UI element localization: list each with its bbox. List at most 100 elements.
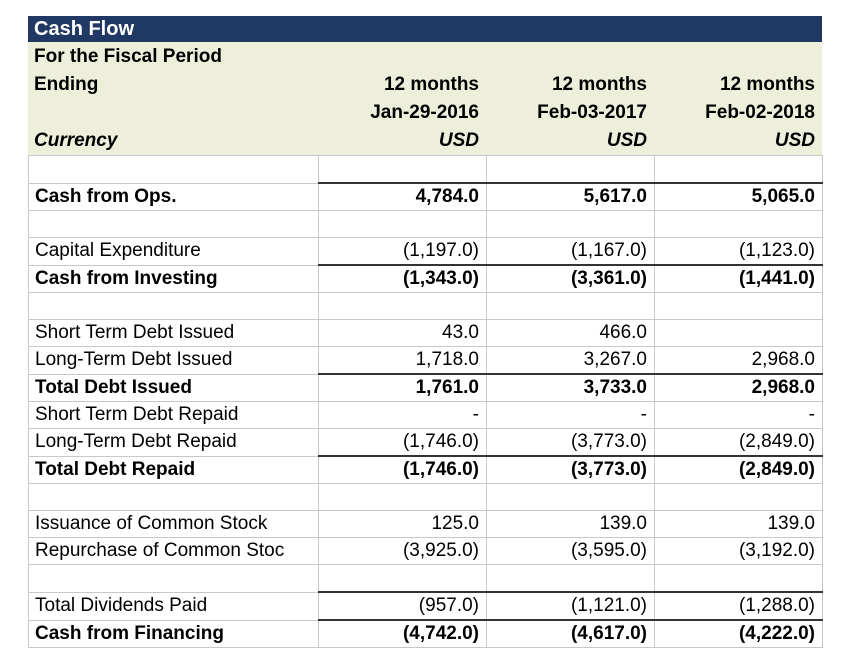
period-end-date-col3: Feb-02-2018: [705, 102, 815, 123]
row-label: Cash from Investing: [28, 265, 319, 293]
title-bar: Cash Flow: [28, 16, 822, 42]
value-cell: (3,773.0): [486, 455, 655, 484]
value-cell: [318, 292, 487, 320]
currency-label: Currency: [34, 130, 118, 151]
row-label: Short Term Debt Repaid: [28, 401, 319, 429]
value-cell: [486, 483, 655, 511]
value-cell: (4,222.0): [654, 619, 823, 648]
value-cell: (1,121.0): [486, 591, 655, 621]
currency-value-col2: USD: [606, 130, 647, 151]
value-cell: [486, 155, 655, 184]
period-end-date-col1: Jan-29-2016: [370, 102, 479, 123]
row-label: Long-Term Debt Issued: [28, 346, 319, 375]
value-cell: 2,968.0: [654, 346, 823, 375]
value-cell: 3,733.0: [486, 373, 655, 402]
table-row-long-term-debt-issued: Long-Term Debt Issued 1,718.0 3,267.0 2,…: [28, 346, 823, 375]
value-cell: [318, 564, 487, 593]
row-label: Total Debt Repaid: [28, 456, 319, 484]
row-label: Short Term Debt Issued: [28, 319, 319, 347]
value-cell: 4,784.0: [318, 182, 487, 211]
table-row-repurchase-of-common-stock: Repurchase of Common Stoc (3,925.0) (3,5…: [28, 537, 823, 565]
value-cell: 3,267.0: [486, 346, 655, 375]
value-cell: 466.0: [486, 319, 655, 347]
value-cell: -: [318, 401, 487, 429]
value-cell: (1,288.0): [654, 591, 823, 621]
value-cell: [654, 210, 823, 238]
row-label: Cash from Financing: [28, 620, 319, 648]
value-cell: [318, 210, 487, 238]
period-duration-col2: 12 months: [551, 74, 647, 95]
period-duration-col1: 12 months: [383, 74, 479, 95]
fiscal-period-label-line1: For the Fiscal Period: [34, 46, 222, 67]
value-cell: (3,361.0): [486, 264, 655, 293]
value-cell: -: [486, 401, 655, 429]
table-row-blank: [28, 155, 823, 184]
value-cell: (4,617.0): [486, 619, 655, 648]
period-duration-col3: 12 months: [719, 74, 815, 95]
value-cell: (1,197.0): [318, 237, 487, 266]
value-cell: 139.0: [654, 510, 823, 538]
value-cell: 5,065.0: [654, 182, 823, 211]
row-label: Issuance of Common Stock: [28, 510, 319, 538]
value-cell: (1,746.0): [318, 455, 487, 484]
report-sheet: Cash Flow For the Fiscal Period Ending 1…: [28, 16, 823, 648]
value-cell: -: [654, 401, 823, 429]
value-cell: (1,167.0): [486, 237, 655, 266]
table-row-cash-from-financing: Cash from Financing (4,742.0) (4,617.0) …: [28, 619, 823, 648]
value-cell: (3,192.0): [654, 537, 823, 565]
header-row-dates: Jan-29-2016 Feb-03-2017 Feb-02-2018: [28, 99, 822, 127]
value-cell: (1,123.0): [654, 237, 823, 266]
table-row-blank: [28, 292, 823, 320]
fiscal-period-label-line2: Ending: [34, 74, 99, 95]
value-cell: 125.0: [318, 510, 487, 538]
value-cell: 1,718.0: [318, 346, 487, 375]
table-row-long-term-debt-repaid: Long-Term Debt Repaid (1,746.0) (3,773.0…: [28, 428, 823, 457]
cash-flow-table: Cash from Ops. 4,784.0 5,617.0 5,065.0 C…: [28, 155, 823, 648]
table-row-capital-expenditure: Capital Expenditure (1,197.0) (1,167.0) …: [28, 237, 823, 266]
table-row-short-term-debt-issued: Short Term Debt Issued 43.0 466.0: [28, 319, 823, 347]
value-cell: [654, 319, 823, 347]
value-cell: [654, 155, 823, 184]
value-cell: (2,849.0): [654, 428, 823, 457]
table-row-blank: [28, 483, 823, 511]
table-row-issuance-of-common-stock: Issuance of Common Stock 125.0 139.0 139…: [28, 510, 823, 538]
value-cell: [318, 483, 487, 511]
row-label: [28, 483, 319, 511]
row-label: Total Debt Issued: [28, 374, 319, 402]
header-spacer: [318, 43, 486, 71]
header-row-fiscal-1: For the Fiscal Period: [28, 43, 822, 71]
value-cell: [318, 155, 487, 184]
value-cell: (957.0): [318, 591, 487, 621]
row-label: [28, 210, 319, 238]
header-spacer: [486, 43, 654, 71]
currency-value-col3: USD: [774, 130, 815, 151]
row-label: [28, 564, 319, 593]
header-spacer: [28, 99, 318, 127]
table-row-short-term-debt-repaid: Short Term Debt Repaid - - -: [28, 401, 823, 429]
value-cell: (1,343.0): [318, 264, 487, 293]
value-cell: (1,441.0): [654, 264, 823, 293]
header-row-currency: Currency USD USD USD: [28, 127, 822, 155]
table-row-total-dividends-paid: Total Dividends Paid (957.0) (1,121.0) (…: [28, 591, 823, 621]
row-label: [28, 155, 319, 184]
value-cell: [654, 483, 823, 511]
row-label: Capital Expenditure: [28, 237, 319, 266]
value-cell: 139.0: [486, 510, 655, 538]
table-row-total-debt-issued: Total Debt Issued 1,761.0 3,733.0 2,968.…: [28, 373, 823, 402]
report-title: Cash Flow: [34, 18, 135, 40]
currency-value-col1: USD: [438, 130, 479, 151]
row-label: Total Dividends Paid: [28, 592, 319, 621]
value-cell: 43.0: [318, 319, 487, 347]
value-cell: 5,617.0: [486, 182, 655, 211]
value-cell: (3,773.0): [486, 428, 655, 457]
value-cell: 1,761.0: [318, 373, 487, 402]
row-label: Cash from Ops.: [28, 183, 319, 211]
period-header: For the Fiscal Period Ending 12 months 1…: [28, 42, 822, 155]
value-cell: [486, 564, 655, 593]
value-cell: [654, 564, 823, 593]
period-end-date-col2: Feb-03-2017: [537, 102, 647, 123]
value-cell: [486, 292, 655, 320]
table-row-cash-from-investing: Cash from Investing (1,343.0) (3,361.0) …: [28, 264, 823, 293]
row-label: Long-Term Debt Repaid: [28, 428, 319, 457]
